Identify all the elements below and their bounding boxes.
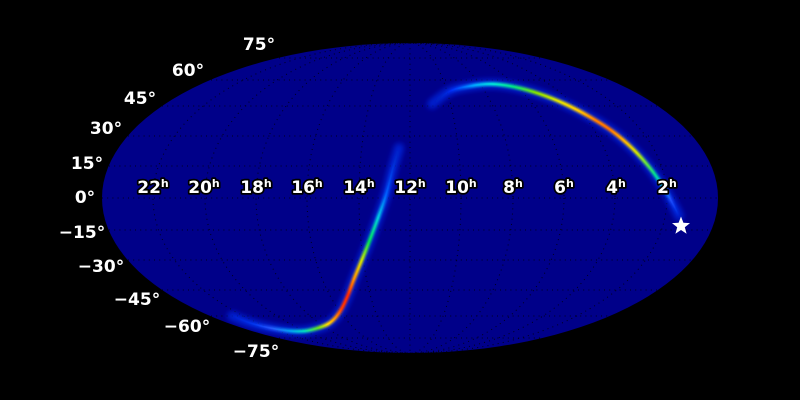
arc-south-core xyxy=(231,147,400,333)
ra-gridline xyxy=(306,43,514,353)
localization-annulus xyxy=(226,77,685,338)
dec-tick-label: −15° xyxy=(59,223,105,243)
axis-labels: 22h 20h 18h 16h 14h 12h 10h 8h 6h 4h 2h75°60°45°30… xyxy=(57,33,679,364)
ra-gridline xyxy=(204,43,616,353)
dec-tick-label: 30° xyxy=(90,119,122,139)
dec-tick-label: 45° xyxy=(124,89,156,109)
ra-gridline xyxy=(255,43,565,353)
dec-tick-label: −45° xyxy=(114,290,160,310)
dec-tick-label: −60° xyxy=(164,317,210,337)
ra-gridline xyxy=(358,43,462,353)
dec-tick-label: 60° xyxy=(172,61,204,81)
ra-tick-label: 22h xyxy=(137,177,169,198)
ra-tick-label: 12h xyxy=(394,177,426,198)
arc-north-core xyxy=(431,83,680,217)
star-marker xyxy=(672,216,690,234)
dec-tick-label: 0° xyxy=(75,188,95,208)
ra-tick-label: 16h xyxy=(291,177,323,198)
dec-tick-label: 75° xyxy=(243,35,275,55)
dec-tick-label: −30° xyxy=(78,257,124,277)
sky-sphere-background xyxy=(102,43,718,353)
dec-tick-label: −75° xyxy=(233,342,279,362)
dec-tick-label: 15° xyxy=(71,154,103,174)
